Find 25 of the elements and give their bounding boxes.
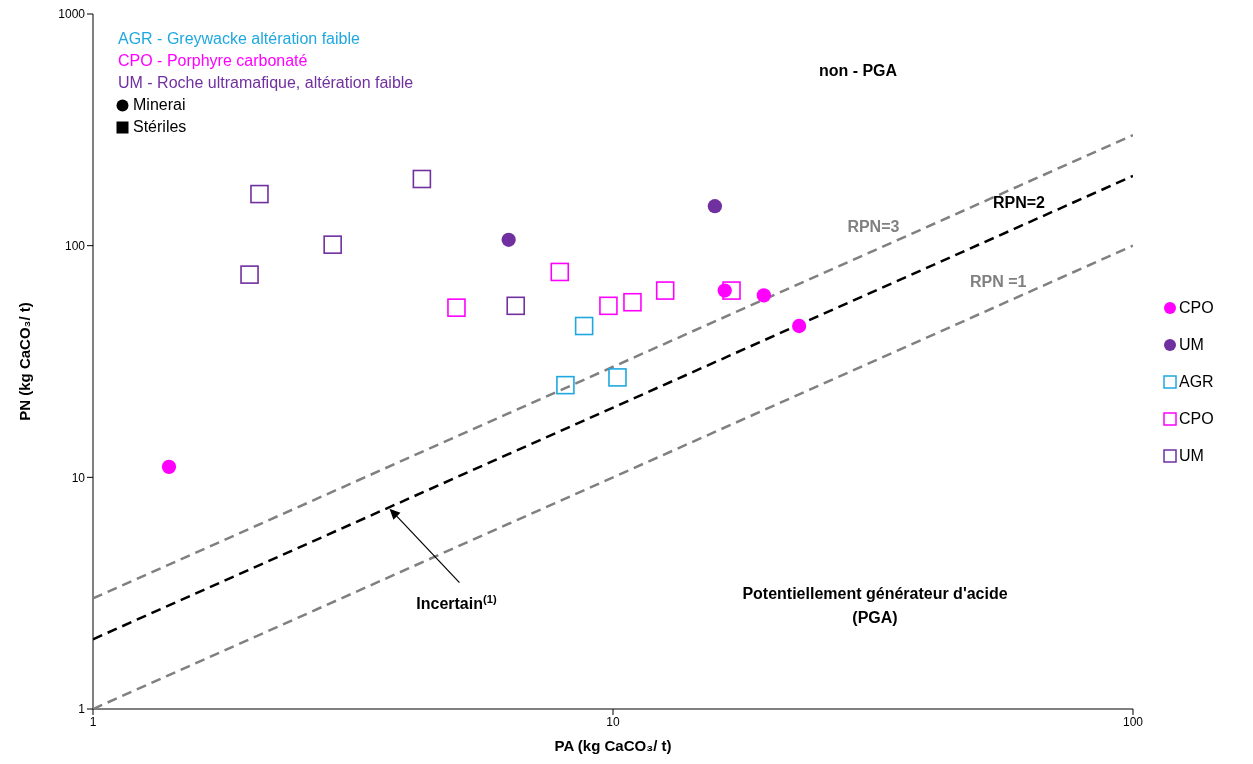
legend-label: AGR [1179,373,1214,391]
x-axis-title: PA (kg CaCO₃/ t) [554,737,672,754]
annotation: non - PGA [817,62,899,80]
y-tick-label: 10 [71,470,86,485]
x-tick-label: 1 [89,714,97,729]
y-tick-label: 100 [64,238,86,253]
annotation: Incertain$^{(1)}$ [416,592,497,612]
annotation: Stériles [133,117,187,137]
x-tick-label: 100 [1122,714,1144,729]
y-tick-label: 1 [78,702,86,717]
x-tick-label: 10 [606,714,620,729]
legend-label: UM [1179,447,1204,465]
legend-label: UM [1179,336,1204,354]
legend-label: CPO [1179,299,1214,317]
series-label: RPN=2 [992,194,1046,212]
y-tick-label: 1000 [58,7,86,22]
y-axis-title: PN (kg CaCO₃/ t) [16,302,34,421]
annotation: CPO - Porphyre carbonaté [118,51,309,71]
annotation: Potentiellement générateur d'acide (PGA) [741,584,1009,628]
annotation: Minerai [133,95,186,115]
series-label: RPN=3 [847,218,900,236]
legend-label: CPO [1179,410,1214,428]
series-label: RPN =1 [969,273,1027,291]
annotation: UM - Roche ultramafique, altération faible [118,73,414,93]
annotation: AGR - Greywacke altération faible [118,29,361,49]
